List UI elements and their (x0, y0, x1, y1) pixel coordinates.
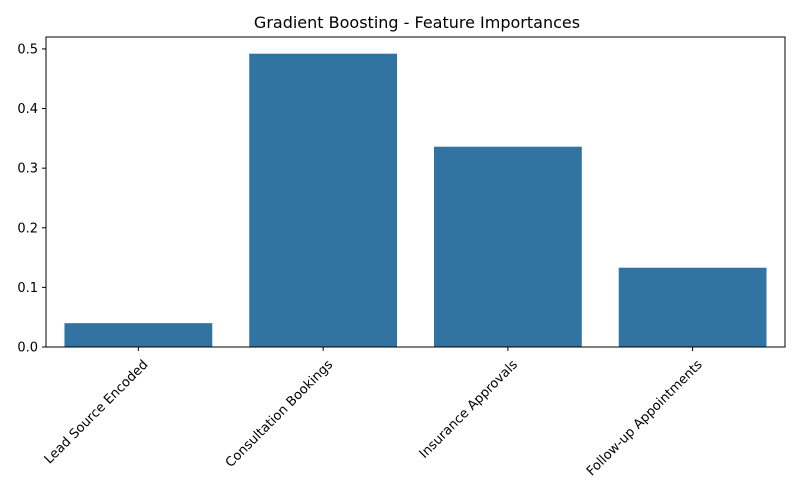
y-tick-label: 0.1 (17, 281, 38, 296)
x-tick-label: Follow-up Appointments (584, 357, 706, 479)
y-tick-label: 0.2 (17, 221, 38, 236)
bar-follow-up-appointments (618, 267, 767, 347)
bar-consultation-bookings (249, 53, 398, 347)
x-axis: Lead Source Encoded Consultation Bookings… (42, 347, 706, 479)
y-tick-label: 0.4 (17, 102, 38, 117)
x-tick-label: Consultation Bookings (223, 357, 336, 470)
y-tick-label: 0.0 (17, 341, 38, 356)
x-tick-label: Insurance Approvals (417, 357, 521, 461)
y-axis: 0.0 0.1 0.2 0.3 0.4 0.5 (17, 42, 46, 356)
y-tick-label: 0.3 (17, 162, 38, 177)
chart-title: Gradient Boosting - Feature Importances (254, 13, 580, 32)
bar-lead-source-encoded (64, 323, 213, 347)
x-tick-label: Lead Source Encoded (42, 357, 152, 467)
plot-frame (45, 36, 786, 348)
bars-group (64, 53, 767, 347)
y-tick-label: 0.5 (17, 42, 38, 57)
bar-insurance-approvals (433, 146, 582, 347)
